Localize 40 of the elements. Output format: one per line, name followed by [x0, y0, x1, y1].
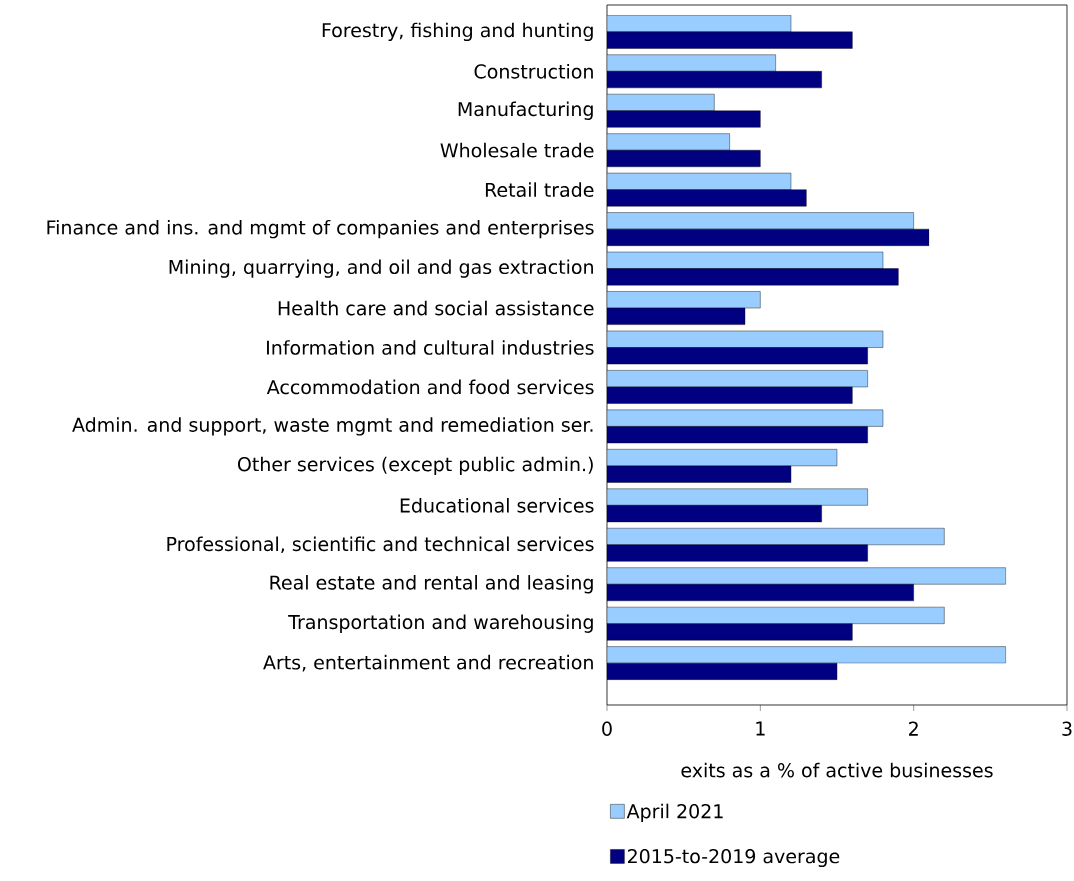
- bar: [606, 528, 945, 545]
- y-tick-label: Retail trade: [485, 182, 594, 198]
- bar: [606, 291, 761, 309]
- y-tick-label: Admin. and support, waste mgmt and remediation ser.: [72, 417, 593, 436]
- bar: [606, 251, 884, 269]
- y-tick-label: Transportation and warehousing: [288, 614, 593, 633]
- bar: [606, 567, 1006, 585]
- bar: [606, 606, 945, 624]
- bar: [606, 54, 776, 72]
- x-tick-label: 2: [909, 721, 918, 736]
- bar: [606, 133, 730, 151]
- bar: [606, 409, 884, 427]
- y-tick-label: Wholesale trade: [440, 142, 594, 158]
- bar: [606, 646, 1006, 664]
- x-tick-label: 0: [602, 721, 612, 736]
- x-tick-label: 3: [1062, 721, 1072, 736]
- bar: [606, 212, 914, 230]
- bar: [606, 330, 884, 348]
- y-tick-label: Forestry, fishing and hunting: [322, 22, 593, 42]
- y-tick-label: Other services (except public admin.): [237, 456, 593, 476]
- bar: [606, 15, 792, 33]
- bar: [606, 172, 792, 190]
- legend-label: 2015-to-2019 average: [627, 848, 840, 868]
- bar: [606, 370, 868, 388]
- bar: [606, 449, 838, 467]
- y-tick-label: Health care and social assistance: [278, 300, 594, 316]
- x-tick-label: 1: [756, 721, 765, 736]
- y-tick-label: Construction: [474, 63, 593, 79]
- y-tick-label: Arts, entertainment and recreation: [263, 654, 593, 672]
- bar: [606, 488, 868, 506]
- y-tick-label: Finance and ins. and mgmt of companies and enterprises: [47, 219, 594, 239]
- y-tick-label: Real estate and rental and leasing: [270, 575, 593, 594]
- legend-label: April 2021: [626, 803, 723, 823]
- y-tick-label: Accommodation and food services: [266, 379, 594, 395]
- y-tick-label: Educational services: [400, 497, 594, 513]
- y-tick-label: Professional, scientific and technical services: [167, 536, 594, 554]
- x-axis-title: exits as a % of active businesses: [681, 762, 993, 778]
- y-tick-label: Manufacturing: [458, 101, 593, 120]
- y-tick-label: Mining, quarrying, and oil and gas extraction: [169, 259, 593, 278]
- y-tick-label: Information and cultural industries: [267, 340, 594, 355]
